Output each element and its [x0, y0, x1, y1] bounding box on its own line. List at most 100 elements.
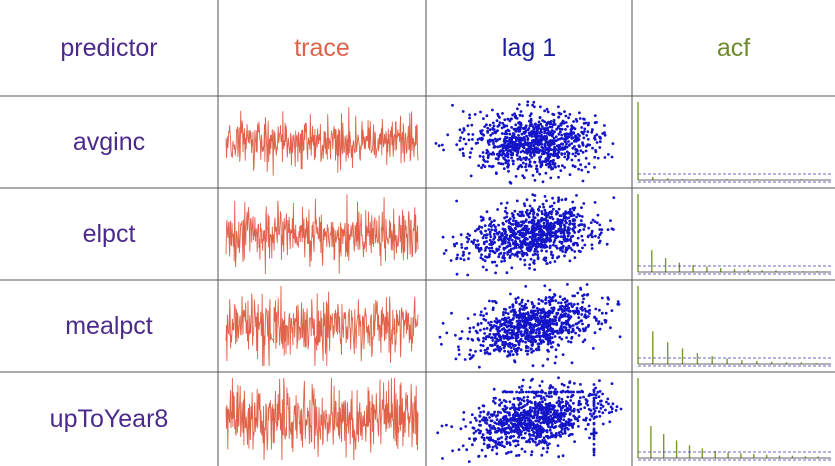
lag-point: [508, 413, 511, 417]
lag-point: [545, 107, 549, 111]
lag-point: [455, 199, 458, 203]
lag-point: [476, 239, 479, 243]
lag-point: [548, 301, 552, 304]
lag-point: [542, 436, 546, 440]
lag-point: [580, 234, 584, 238]
lag-point: [551, 159, 554, 163]
lag-point: [489, 426, 492, 429]
lag-point: [480, 166, 483, 170]
lag-point: [531, 208, 535, 212]
lag-point: [537, 342, 541, 346]
lag-point: [493, 320, 497, 323]
lag-point: [494, 131, 497, 135]
lag-point: [469, 348, 472, 352]
lag-point: [576, 326, 579, 329]
lag-point: [506, 312, 510, 315]
lag-point: [546, 342, 550, 346]
lag-point: [510, 430, 513, 434]
lag-point: [477, 455, 480, 458]
lag-point: [519, 110, 523, 113]
lag-point: [501, 390, 505, 394]
plot-cells: [225, 100, 831, 463]
lag-point: [505, 211, 509, 215]
lag-point: [482, 158, 485, 162]
lag-point: [584, 165, 587, 169]
lag-point: [502, 346, 506, 350]
lag-point: [551, 196, 554, 200]
lag-point: [505, 215, 509, 219]
lag-point: [592, 400, 596, 403]
lag-point: [539, 122, 543, 126]
lag-point: [560, 153, 564, 156]
lag-point: [511, 113, 514, 117]
lag-point: [484, 454, 487, 458]
lag-point: [479, 248, 483, 251]
lag-point: [518, 128, 521, 132]
lag-point: [509, 144, 512, 148]
lag-point: [509, 450, 513, 454]
lag-point: [563, 152, 567, 156]
lag-point: [486, 160, 489, 164]
lag-point: [464, 247, 467, 250]
lag-point: [520, 165, 524, 169]
lag-point: [559, 307, 563, 311]
lag-point: [543, 416, 547, 420]
lag-point: [518, 428, 521, 432]
lag-point: [535, 164, 539, 168]
lag-point: [486, 412, 490, 416]
lag-point: [584, 156, 588, 160]
lag-point: [543, 120, 546, 123]
lag-point: [603, 131, 606, 135]
lag-point: [575, 306, 579, 310]
lag-point: [482, 416, 486, 419]
lag-point: [514, 314, 518, 317]
lag-point: [528, 160, 532, 164]
lag-point: [598, 379, 601, 383]
lag-point: [493, 260, 497, 264]
lag-point: [517, 137, 521, 141]
lag-point: [543, 439, 547, 442]
lag-point: [525, 134, 528, 138]
lag-point: [493, 410, 496, 414]
lag-point: [496, 208, 499, 211]
lag-point: [560, 422, 564, 425]
lag-point: [594, 234, 597, 238]
trace-line: [225, 194, 419, 275]
lag-point: [553, 145, 556, 149]
lag-point: [453, 244, 457, 248]
lag-point: [556, 444, 560, 447]
lag-point: [563, 166, 566, 169]
lag-point: [569, 395, 573, 399]
lag-point: [570, 142, 574, 145]
lag-point: [552, 137, 556, 140]
lag-point: [488, 416, 491, 419]
lag-point: [543, 135, 546, 138]
lag-point: [496, 129, 499, 133]
lag-point: [609, 326, 612, 330]
lag-point: [528, 440, 531, 444]
lag-point: [550, 296, 554, 300]
lag-point: [531, 193, 535, 197]
lag-point: [557, 419, 561, 423]
lag-point: [544, 441, 548, 445]
lag-point: [512, 219, 515, 223]
lag-point: [561, 247, 564, 250]
lag-point: [550, 253, 553, 256]
lag-point: [537, 207, 540, 211]
lag-point: [521, 174, 525, 178]
header-lag: lag 1: [501, 33, 557, 62]
lag-point: [535, 328, 539, 332]
lag-point: [524, 218, 528, 222]
lag-point: [565, 142, 568, 146]
lag-point: [560, 427, 564, 431]
lag-point: [560, 220, 564, 224]
lag-point: [592, 393, 596, 396]
lag-point: [523, 239, 527, 243]
lag-point: [563, 213, 567, 217]
lag-point: [506, 426, 510, 430]
lag-point: [561, 218, 565, 222]
lag-point: [511, 423, 515, 426]
lag-point: [512, 132, 515, 136]
lag-point: [454, 333, 457, 337]
trace-plot-mealpct: [225, 285, 419, 367]
